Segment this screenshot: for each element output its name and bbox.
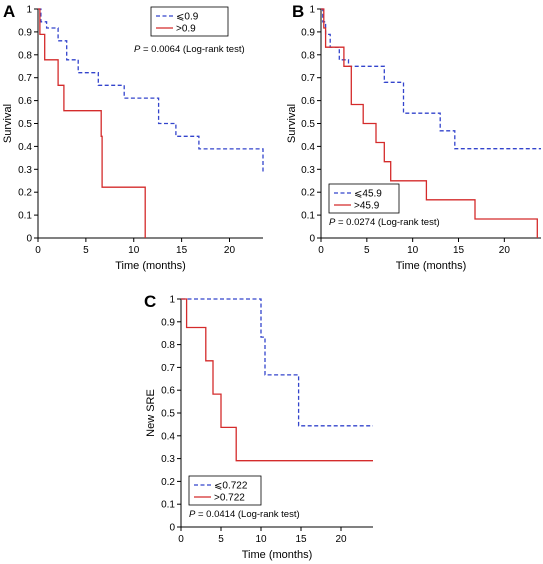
y-tick-label: 0.3 xyxy=(161,454,175,465)
x-axis-label: Time (months) xyxy=(396,260,467,272)
x-tick-label: 10 xyxy=(407,245,419,256)
x-tick-label: 20 xyxy=(499,245,511,256)
y-tick-label: 0.5 xyxy=(301,119,315,130)
x-tick-label: 20 xyxy=(335,534,347,545)
series-line-low-group xyxy=(38,8,264,174)
p-value-symbol: P xyxy=(134,44,141,55)
y-tick-label: 0.4 xyxy=(18,142,32,153)
panel-label: B xyxy=(292,2,304,21)
legend-entry: >0.722 xyxy=(214,493,245,504)
chart-panel-b: B00.10.20.30.40.50.60.70.80.910 5 10 15 20Ti… xyxy=(286,2,541,272)
series-line-low-group xyxy=(181,298,373,427)
y-tick-label: 0.1 xyxy=(301,211,315,222)
y-tick-label: 0.3 xyxy=(301,165,315,176)
legend-entry: ⩽0.9 xyxy=(176,12,199,23)
y-tick-label: 0 xyxy=(309,234,315,245)
legend-entry: ⩽0.722 xyxy=(214,481,248,492)
x-tick-label: 20 xyxy=(224,245,236,256)
y-tick-label: 0.7 xyxy=(301,73,315,84)
p-value-symbol: P xyxy=(329,217,336,228)
chart-panel-c: C00.10.20.30.40.50.60.70.80.910 5 10 15 20Ti… xyxy=(144,292,373,561)
legend-entry: ⩽45.9 xyxy=(354,189,382,200)
y-tick-label: 0.9 xyxy=(301,27,315,38)
x-tick-label: 10 xyxy=(255,534,267,545)
x-tick-label: 5 xyxy=(364,245,370,256)
y-tick-label: 0.1 xyxy=(161,500,175,511)
y-tick-label: 1 xyxy=(169,295,175,306)
x-tick-label: 0 xyxy=(35,245,41,256)
x-axis-label: Time (months) xyxy=(242,549,313,561)
p-value-text: = 0.0064 (Log-rank test) xyxy=(140,44,244,55)
x-tick-label: 5 xyxy=(83,245,89,256)
x-axis-label: Time (months) xyxy=(115,260,186,272)
x-tick-label: 10 xyxy=(128,245,140,256)
legend-box xyxy=(188,475,262,506)
x-tick-label: 0 xyxy=(178,534,184,545)
p-value-text: = 0.0414 (Log-rank test) xyxy=(195,509,299,520)
y-axis-label: Survival xyxy=(2,104,14,143)
y-tick-label: 0 xyxy=(26,234,32,245)
y-tick-label: 0.2 xyxy=(161,477,175,488)
y-axis-label: Survival xyxy=(286,104,298,143)
y-tick-label: 0.6 xyxy=(301,96,315,107)
series-line-high-group xyxy=(181,298,373,462)
series-line-high-group xyxy=(38,8,146,238)
p-value-symbol: P xyxy=(189,509,196,520)
p-value-annotation: P = 0.0414 (Log-rank test) xyxy=(189,509,300,520)
legend: ⩽45.9>45.9 xyxy=(328,183,400,214)
y-tick-label: 0.5 xyxy=(161,409,175,420)
x-tick-label: 15 xyxy=(176,245,188,256)
y-tick-label: 0.8 xyxy=(301,50,315,61)
y-tick-label: 0.9 xyxy=(161,317,175,328)
x-tick-label: 15 xyxy=(453,245,465,256)
y-tick-label: 0.4 xyxy=(161,431,175,442)
y-axis-label: New SRE xyxy=(145,389,157,437)
series-line-high-group xyxy=(321,8,538,238)
legend: ⩽0.722>0.722 xyxy=(188,475,262,506)
y-tick-label: 0.8 xyxy=(18,50,32,61)
y-tick-label: 0.4 xyxy=(301,142,315,153)
p-value-text: = 0.0274 (Log-rank test) xyxy=(335,217,439,228)
p-value-annotation: P = 0.0064 (Log-rank test) xyxy=(134,44,245,55)
y-tick-label: 0.5 xyxy=(18,119,32,130)
legend: ⩽0.9>0.9 xyxy=(150,6,229,37)
y-tick-label: 0.6 xyxy=(161,386,175,397)
y-tick-label: 0.2 xyxy=(301,188,315,199)
y-tick-label: 0.1 xyxy=(18,211,32,222)
y-tick-label: 0.7 xyxy=(18,73,32,84)
y-tick-label: 0.2 xyxy=(18,188,32,199)
legend-box xyxy=(328,183,400,214)
x-tick-label: 5 xyxy=(218,534,224,545)
legend-entry: >45.9 xyxy=(354,201,380,212)
y-tick-label: 0.9 xyxy=(18,27,32,38)
y-tick-label: 0.8 xyxy=(161,340,175,351)
legend-box xyxy=(150,6,229,37)
panel-label: C xyxy=(144,292,156,311)
y-tick-label: 0.6 xyxy=(18,96,32,107)
y-tick-label: 1 xyxy=(26,5,32,16)
y-tick-label: 0.3 xyxy=(18,165,32,176)
y-tick-label: 1 xyxy=(309,5,315,16)
panel-label: A xyxy=(3,2,15,21)
y-tick-label: 0.7 xyxy=(161,363,175,374)
x-tick-label: 15 xyxy=(295,534,307,545)
legend-entry: >0.9 xyxy=(176,24,196,35)
p-value-annotation: P = 0.0274 (Log-rank test) xyxy=(329,217,440,228)
chart-panel-a: A00.10.20.30.40.50.60.70.80.910 5 10 15 20Ti… xyxy=(2,2,264,272)
x-tick-label: 0 xyxy=(318,245,324,256)
series-line-low-group xyxy=(321,8,541,150)
y-tick-label: 0 xyxy=(169,523,175,534)
